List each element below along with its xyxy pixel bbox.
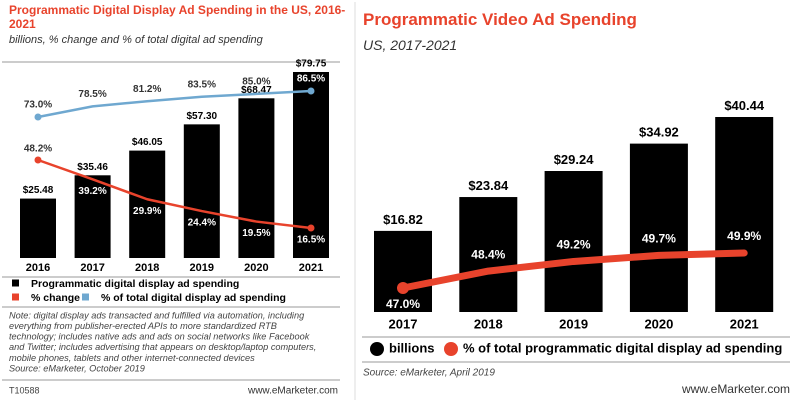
bar-label: $46.05: [132, 137, 163, 148]
line-label: 47.0%: [386, 297, 420, 311]
x-tick-label: 2016: [26, 262, 50, 274]
line-label: 16.5%: [297, 235, 325, 246]
line-label: 29.9%: [133, 206, 161, 217]
bar: [20, 198, 56, 258]
chart-title: Programmatic Digital Display Ad Spending…: [9, 3, 346, 31]
note: and Twitter; includes advertising that a…: [9, 342, 316, 352]
line-point: [34, 113, 42, 121]
line-point: [34, 156, 42, 164]
x-tick-label: 2018: [474, 316, 503, 331]
bar: [129, 150, 166, 258]
note: everything from publisher-erected APIs t…: [9, 321, 277, 331]
chart-subtitle: billions, % change and % of total digita…: [9, 34, 263, 46]
chart-title: Programmatic Video Ad Spending: [363, 10, 637, 29]
x-tick-label: 2017: [389, 316, 418, 331]
line-point: [307, 224, 315, 232]
bar-label: $23.84: [468, 178, 509, 193]
credit: www.eMarketer.com: [247, 386, 338, 397]
legend-label: billions: [389, 340, 435, 355]
bar-label: $68.47: [241, 85, 272, 96]
bar: [629, 143, 688, 312]
note: Note: digital display ads transacted and…: [9, 310, 305, 320]
x-tick-label: 2018: [135, 262, 159, 274]
note: Source: eMarketer, October 2019: [9, 363, 145, 373]
line-label: 49.7%: [642, 232, 676, 246]
credit: www.eMarketer.com: [681, 382, 790, 396]
bar-label: $57.30: [187, 111, 218, 122]
line-point: [307, 87, 315, 95]
line-label: 39.2%: [78, 186, 106, 197]
line-label: 86.5%: [297, 74, 325, 85]
legend-label: Programmatic digital display ad spending: [31, 278, 239, 290]
x-tick-label: 2017: [80, 262, 104, 274]
line: [36, 89, 313, 119]
line: [36, 158, 313, 230]
line-label: 81.2%: [133, 84, 161, 95]
legend-marker: [12, 279, 19, 287]
line-label: 73.0%: [24, 100, 52, 111]
bar: [459, 197, 518, 312]
x-tick-label: 2019: [559, 316, 588, 331]
line-label: 24.4%: [188, 218, 216, 229]
note: mobile phones, tablets and other interne…: [9, 353, 255, 363]
x-tick-label: 2021: [299, 262, 323, 274]
line-label: 78.5%: [78, 89, 106, 100]
bar-label: $25.48: [23, 185, 54, 196]
line-label: 49.9%: [727, 229, 761, 243]
bar-label: $79.75: [296, 59, 327, 70]
bar: [544, 171, 603, 312]
legend-label: % of total digital display ad spending: [101, 292, 286, 304]
note: technology; includes native ads and ads …: [9, 332, 310, 342]
x-tick-label: 2019: [190, 262, 214, 274]
bar: [238, 98, 275, 258]
x-tick-label: 2021: [730, 316, 759, 331]
bar-label: $35.46: [77, 162, 108, 173]
bar-label: $29.24: [554, 152, 595, 167]
line-label: 49.2%: [557, 238, 591, 252]
bar-label: $16.82: [383, 212, 423, 227]
legend-marker: [370, 342, 384, 356]
line-label: 85.0%: [242, 77, 270, 88]
line-label: 19.5%: [242, 228, 270, 239]
legend-marker: [82, 293, 89, 301]
line: [399, 249, 748, 292]
line-point: [397, 282, 409, 294]
chart-subtitle: US, 2017-2021: [363, 37, 458, 53]
legend-label: % of total programmatic digital display …: [463, 340, 782, 355]
note: Source: eMarketer, April 2019: [363, 368, 495, 379]
bar: [183, 124, 220, 259]
legend-marker: [444, 342, 458, 356]
bar: [74, 175, 111, 258]
line-label: 48.4%: [471, 247, 505, 261]
line-label: 48.2%: [24, 144, 52, 155]
x-tick-label: 2020: [244, 262, 268, 274]
x-tick-label: 2020: [644, 316, 673, 331]
chart-id: T10588: [9, 385, 40, 395]
bar: [715, 117, 774, 312]
legend-label: % change: [31, 292, 80, 304]
bar: [374, 230, 432, 312]
bar-label: $40.44: [724, 98, 765, 113]
bar-label: $34.92: [639, 125, 679, 140]
legend-marker: [12, 293, 19, 301]
line-label: 83.5%: [188, 79, 216, 90]
